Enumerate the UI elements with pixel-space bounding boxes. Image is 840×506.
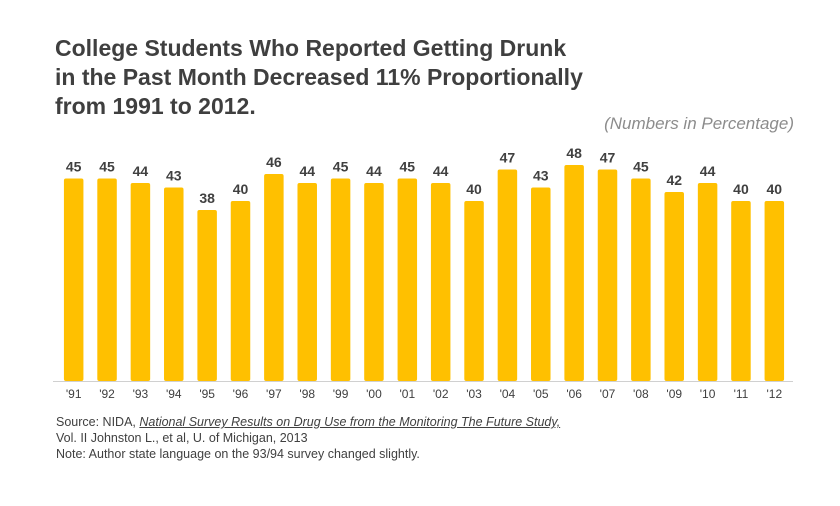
bar-20 xyxy=(731,201,751,381)
tick-label-2: '93 xyxy=(133,387,149,401)
source-line-3: Note: Author state language on the 93/94… xyxy=(56,447,420,461)
bar-6 xyxy=(264,174,284,381)
bar-12 xyxy=(464,201,484,381)
tick-label-20: '11 xyxy=(734,387,749,401)
chart-title: College Students Who Reported Getting Dr… xyxy=(55,34,695,121)
bar-9 xyxy=(364,183,384,381)
tick-label-5: '96 xyxy=(233,387,249,401)
value-label-11: 44 xyxy=(433,163,449,179)
value-label-12: 40 xyxy=(466,181,482,197)
tick-label-15: '06 xyxy=(566,387,582,401)
bar-7 xyxy=(297,183,317,381)
tick-label-10: '01 xyxy=(399,387,415,401)
bar-18 xyxy=(664,192,684,381)
value-label-5: 40 xyxy=(233,181,249,197)
title-line-2: in the Past Month Decreased 11% Proporti… xyxy=(55,64,583,90)
tick-label-1: '92 xyxy=(99,387,115,401)
tick-label-17: '08 xyxy=(633,387,649,401)
tick-label-12: '03 xyxy=(466,387,482,401)
bar-11 xyxy=(430,183,451,381)
tick-label-7: '98 xyxy=(299,387,315,401)
value-label-18: 42 xyxy=(666,172,682,188)
tick-label-6: '97 xyxy=(266,387,282,401)
bar-21 xyxy=(764,201,785,381)
source-line-2: Vol. II Johnston L., et al, U. of Michig… xyxy=(56,431,308,445)
value-label-0: 45 xyxy=(66,159,82,175)
tick-label-13: '04 xyxy=(500,387,516,401)
bar-3 xyxy=(164,187,184,381)
bar-4 xyxy=(197,210,217,381)
bar-10 xyxy=(397,178,418,381)
bar-5 xyxy=(230,201,251,381)
source-note: Source: NIDA, National Survey Results on… xyxy=(56,414,560,462)
tick-label-16: '07 xyxy=(600,387,616,401)
tick-label-14: '05 xyxy=(533,387,549,401)
bar-16 xyxy=(597,169,618,381)
tick-label-21: '12 xyxy=(766,387,782,401)
value-label-21: 40 xyxy=(767,181,783,197)
x-tick-labels: '91 '92 '93 '94 '95 '96 '97 '98 '99 '00 '01 '02 '03 '… xyxy=(66,387,783,401)
bar-15 xyxy=(564,165,584,381)
title-line-3: from 1991 to 2012. xyxy=(55,93,256,119)
tick-label-0: '91 xyxy=(66,387,82,401)
bar-19 xyxy=(697,183,718,381)
value-label-1: 45 xyxy=(99,159,115,175)
value-label-16: 47 xyxy=(600,150,616,166)
value-label-8: 45 xyxy=(333,159,349,175)
chart-subtitle: (Numbers in Percentage) xyxy=(604,114,794,133)
title-line-1: College Students Who Reported Getting Dr… xyxy=(55,35,567,61)
value-label-3: 43 xyxy=(166,168,182,184)
tick-label-3: '94 xyxy=(166,387,182,401)
value-label-13: 47 xyxy=(500,150,516,166)
bar-17 xyxy=(631,178,651,381)
value-label-2: 44 xyxy=(133,163,149,179)
value-label-14: 43 xyxy=(533,168,549,184)
value-label-4: 38 xyxy=(199,190,215,206)
bar-1 xyxy=(97,178,117,381)
value-label-15: 48 xyxy=(566,145,582,161)
value-label-17: 45 xyxy=(633,159,649,175)
source-prefix: Source: NIDA, xyxy=(56,415,140,429)
value-label-19: 44 xyxy=(700,163,716,179)
value-label-9: 44 xyxy=(366,163,382,179)
tick-label-19: '10 xyxy=(700,387,716,401)
value-label-10: 45 xyxy=(400,159,416,175)
tick-label-9: '00 xyxy=(366,387,382,401)
tick-label-18: '09 xyxy=(666,387,682,401)
value-label-6: 46 xyxy=(266,154,282,170)
value-label-7: 44 xyxy=(299,163,315,179)
value-label-20: 40 xyxy=(733,181,749,197)
value-labels: 45 45 44 43 38 40 46 44 45 44 45 44 40 47 43 48 47 45 42 44… xyxy=(66,145,782,206)
bars-group xyxy=(63,165,785,381)
bar-13 xyxy=(497,169,518,381)
bar-2 xyxy=(130,183,151,381)
tick-label-4: '95 xyxy=(199,387,215,401)
bar-8 xyxy=(330,178,351,381)
bar-14 xyxy=(531,187,551,381)
source-link[interactable]: National Survey Results on Drug Use from… xyxy=(139,415,561,429)
tick-label-8: '99 xyxy=(333,387,349,401)
bar-0 xyxy=(63,178,84,381)
tick-label-11: '02 xyxy=(433,387,449,401)
source-line-1: Source: NIDA, National Survey Results on… xyxy=(56,414,560,430)
